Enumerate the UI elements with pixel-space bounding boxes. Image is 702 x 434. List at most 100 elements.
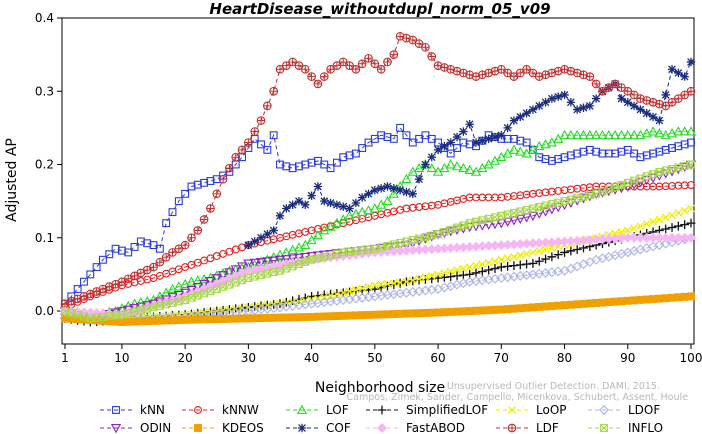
data-point-simplifiedlof — [509, 261, 519, 271]
data-point-lof — [363, 204, 374, 215]
data-point-ldf — [357, 59, 367, 69]
data-point-cof — [395, 185, 405, 195]
data-point-knn — [86, 270, 95, 279]
data-point-lof — [591, 129, 602, 140]
data-point-cof — [256, 233, 266, 242]
legend-marker-odin — [110, 424, 122, 434]
data-point-ldf — [484, 68, 494, 78]
data-point-cof — [686, 57, 696, 67]
data-point-cof — [560, 90, 569, 100]
data-point-loop — [402, 277, 411, 286]
data-point-odin — [211, 274, 222, 284]
data-point-lof — [628, 129, 640, 140]
data-point-ldf — [477, 70, 487, 80]
data-point-simplifiedlof — [503, 261, 513, 271]
data-point-loop — [617, 228, 626, 236]
data-point-lof — [464, 164, 475, 174]
data-point-simplifiedlof — [484, 265, 494, 275]
data-point-lof — [401, 173, 412, 184]
data-point-cof — [667, 65, 677, 74]
data-point-odin — [249, 258, 260, 269]
data-point-simplifiedlof — [522, 259, 531, 269]
data-point-ldf — [509, 72, 519, 81]
data-point-knn — [453, 144, 461, 152]
legend-label-lof: LOF — [326, 403, 349, 417]
data-point-loop — [352, 285, 360, 294]
legend-label-cof: COF — [326, 421, 351, 434]
data-point-odin — [236, 262, 248, 272]
data-point-loop — [491, 257, 499, 266]
data-point-cof — [263, 229, 272, 239]
series-kdeos — [61, 292, 695, 326]
data-point-loop — [548, 244, 556, 252]
data-point-ldf — [465, 70, 475, 80]
data-point-loop — [408, 276, 417, 285]
data-point-simplifiedlof — [541, 254, 550, 264]
data-point-cof — [623, 98, 632, 107]
data-point-ldf — [402, 33, 411, 43]
data-point-knn — [446, 149, 455, 158]
data-point-ldf — [610, 79, 620, 89]
legend-item-lof: LOF — [286, 403, 349, 417]
data-point-loop — [611, 229, 619, 238]
data-point-knn — [174, 197, 183, 206]
data-point-ldf — [490, 66, 500, 76]
data-point-ldf — [629, 90, 639, 100]
data-point-lof — [173, 281, 184, 291]
data-point-knn — [80, 277, 88, 286]
data-point-cof — [497, 131, 506, 140]
data-point-loop — [383, 280, 392, 288]
data-point-ldf — [623, 86, 633, 96]
x-tick-label: 80 — [557, 351, 572, 365]
legend-item-odin: ODIN — [100, 421, 171, 434]
data-point-cof — [680, 72, 689, 81]
data-point-simplifiedlof — [446, 272, 456, 282]
data-point-knn — [358, 144, 367, 152]
data-point-simplifiedlof — [680, 220, 690, 229]
data-point-lof — [167, 283, 178, 294]
data-point-loop — [668, 211, 676, 219]
data-point-loop — [478, 260, 487, 269]
data-point-fastabod — [686, 232, 696, 243]
watermark-citation: Unsupervised Outlier Detection. DAMI, 20… — [447, 381, 660, 392]
data-point-simplifiedlof — [528, 259, 538, 268]
data-point-ldf — [345, 61, 354, 70]
data-point-ldf — [667, 97, 677, 107]
data-point-loop — [529, 248, 537, 257]
data-point-ldf — [351, 64, 361, 74]
data-point-loop — [522, 250, 531, 258]
data-point-ldf — [591, 79, 601, 89]
data-point-knn — [168, 208, 177, 217]
data-point-lof — [578, 129, 589, 140]
data-point-knn — [389, 134, 398, 143]
data-point-cof — [674, 68, 683, 78]
data-point-cof — [294, 196, 304, 206]
data-point-cof — [554, 92, 563, 101]
data-point-lof — [559, 129, 570, 140]
legend-item-kdeos: KDEOS — [182, 421, 264, 434]
data-point-cof — [465, 120, 474, 129]
data-point-ldf — [446, 64, 456, 74]
data-point-cof — [275, 211, 285, 220]
data-point-lof — [660, 129, 671, 140]
data-point-ldf — [275, 64, 285, 74]
data-point-lof — [540, 139, 551, 149]
data-point-knn — [130, 242, 139, 251]
data-point-cof — [370, 185, 380, 195]
data-point-ldf — [199, 215, 209, 224]
data-point-cof — [339, 202, 348, 211]
legend-label-ldf: LDF — [536, 421, 559, 434]
data-point-ldf — [193, 226, 203, 235]
data-point-lof — [534, 140, 545, 151]
data-point-lof — [382, 195, 393, 206]
data-point-cof — [250, 237, 259, 246]
data-point-lof — [445, 159, 456, 169]
data-point-ldf — [604, 83, 614, 92]
legend-item-fastabod: FastABOD — [366, 421, 465, 434]
data-point-lof — [306, 234, 317, 245]
data-point-loop — [484, 258, 493, 267]
data-point-loop — [680, 206, 689, 215]
data-point-cof — [484, 134, 493, 144]
data-point-simplifiedlof — [661, 224, 671, 234]
